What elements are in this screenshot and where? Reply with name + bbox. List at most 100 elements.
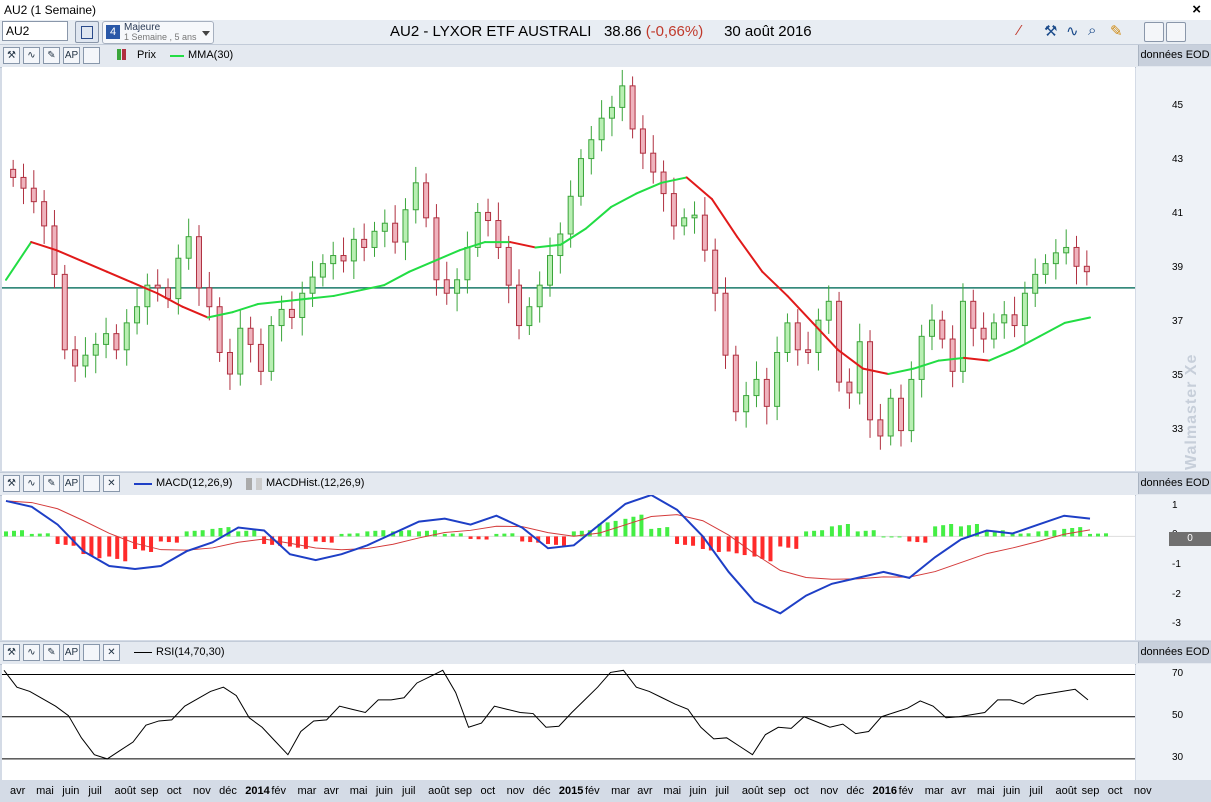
tools-icon[interactable]: ⚒ — [1044, 23, 1058, 40]
watermark: Walmaster Xe — [1183, 353, 1200, 470]
candle-body — [567, 195, 574, 235]
candle-body — [443, 279, 450, 294]
macd-hist-bar — [794, 536, 799, 549]
x-axis-label: juil — [88, 785, 102, 797]
close-icon[interactable]: × — [1192, 1, 1201, 18]
candle-body — [908, 378, 915, 432]
macd-hist-bar — [210, 528, 215, 537]
chart-style-icon[interactable] — [1144, 22, 1164, 42]
macd-hist-bar — [1096, 533, 1100, 537]
candle-body — [650, 152, 657, 173]
candle-body — [268, 325, 275, 372]
draw-icon[interactable]: ✎ — [43, 47, 60, 64]
x-axis-label: mar — [611, 785, 631, 797]
ma-segment — [710, 197, 739, 238]
macd-hist-bar — [597, 523, 602, 537]
period-selector[interactable]: 4 Majeure 1 Semaine , 5 ans — [102, 21, 214, 44]
ap-icon[interactable]: AP — [63, 475, 80, 492]
highlighter-icon[interactable]: ✎ — [1110, 23, 1123, 40]
candle-body — [72, 349, 79, 367]
macd-hist-bar — [786, 536, 791, 548]
candle-body — [113, 333, 120, 351]
x-axis-label: 2016 — [872, 785, 897, 797]
close-panel-icon[interactable]: ✕ — [103, 644, 120, 661]
candle-body — [980, 327, 987, 340]
macd-chart[interactable] — [2, 493, 1135, 640]
ap-icon[interactable]: AP — [63, 47, 80, 64]
price-chart[interactable] — [2, 67, 1135, 471]
macd-hist-bar — [958, 526, 963, 537]
price-tick-label: 33 — [1172, 423, 1184, 435]
candle-body — [495, 220, 502, 248]
macd-hist-bar — [571, 531, 576, 537]
candle-body — [433, 217, 440, 281]
price-tick-label: 39 — [1172, 262, 1184, 273]
ma-segment — [937, 356, 965, 362]
rsi-chart[interactable] — [2, 664, 1135, 780]
candle-body — [526, 306, 533, 327]
x-axis-label: août — [428, 785, 450, 797]
candle-body — [547, 255, 553, 286]
macd-hist-bar — [287, 536, 292, 547]
macd-hist-bar — [881, 536, 886, 538]
data-source-label: données EOD — [1138, 45, 1211, 66]
indicator-icon[interactable]: ∿ — [23, 475, 40, 492]
wave-icon[interactable]: ∿ — [1066, 23, 1079, 40]
candle-body — [670, 193, 677, 227]
zoom-icon[interactable]: ⌕ — [1088, 22, 1097, 39]
draw-line-icon[interactable]: ⁄ — [1018, 22, 1021, 39]
indicator-icon[interactable]: ∿ — [23, 47, 40, 64]
draw-icon[interactable]: ✎ — [43, 475, 60, 492]
close-panel-icon[interactable]: ✕ — [103, 475, 120, 492]
x-axis-label: mar — [924, 785, 944, 797]
macd-hist-bar — [123, 536, 128, 562]
window-icon[interactable] — [83, 47, 100, 64]
candle-body — [30, 187, 37, 203]
macd-hist-bar — [20, 530, 24, 537]
macd-hist-bar — [381, 530, 386, 537]
macd-hist-bar — [252, 530, 257, 537]
macd-hist-bar — [1036, 531, 1041, 537]
candle-body — [454, 279, 461, 294]
x-axis-label: oct — [794, 785, 809, 797]
alert-icon[interactable] — [1166, 22, 1186, 42]
macd-hist-bar — [321, 536, 326, 543]
macd-hist-bar — [863, 530, 868, 537]
symbol-input[interactable]: AU2 — [2, 21, 68, 41]
candle-body — [82, 354, 89, 367]
macd-line — [5, 493, 1091, 615]
candle-body — [1001, 314, 1008, 324]
window-icon[interactable] — [83, 644, 100, 661]
macd-hist-bar — [639, 514, 644, 537]
candle-body — [629, 85, 636, 130]
candle-body — [959, 300, 966, 372]
x-axis-label: mai — [349, 785, 368, 797]
window-icon[interactable] — [83, 475, 100, 492]
tools-icon[interactable]: ⚒ — [3, 475, 20, 492]
ma-segment — [962, 356, 991, 362]
tools-icon[interactable]: ⚒ — [3, 644, 20, 661]
tools-icon[interactable]: ⚒ — [3, 47, 20, 64]
x-axis-label: nov — [1133, 785, 1152, 797]
macd-hist-bar — [768, 536, 773, 562]
ma-segment — [736, 235, 764, 273]
ap-icon[interactable]: AP — [63, 644, 80, 661]
ma-segment — [912, 359, 940, 370]
x-axis-label: fév — [898, 785, 914, 797]
rsi-y-axis — [1136, 664, 1211, 780]
candle-body — [898, 397, 905, 432]
draw-icon[interactable]: ✎ — [43, 644, 60, 661]
macd-hist-bar — [907, 536, 912, 542]
legend-hist-swatch — [246, 478, 252, 490]
macd-hist-bar — [837, 525, 842, 537]
rsi-tick-label: 30 — [1172, 751, 1184, 763]
macd-hist-bar — [528, 536, 533, 543]
indicator-icon[interactable]: ∿ — [23, 644, 40, 661]
candle-body — [825, 300, 832, 321]
candle-body — [103, 333, 110, 345]
price-tick-label: 37 — [1172, 315, 1184, 327]
window-title: AU2 (1 Semaine) — [4, 3, 97, 17]
macd-hist-bar — [141, 536, 146, 551]
x-axis-label: août — [1055, 785, 1077, 797]
watchlist-book-icon[interactable] — [75, 21, 99, 43]
